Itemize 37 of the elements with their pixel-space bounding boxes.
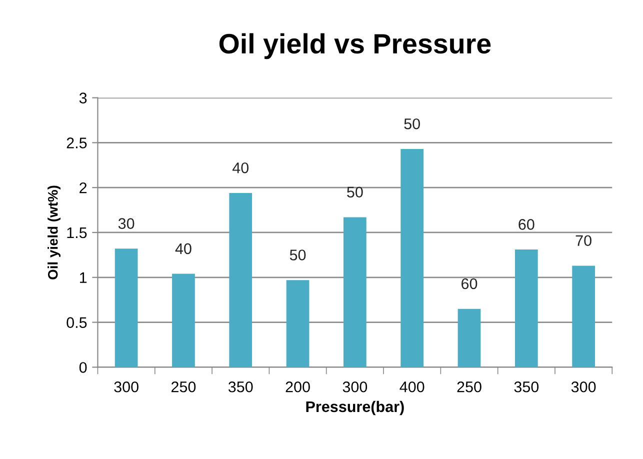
bar xyxy=(400,148,424,368)
x-tick-label: 400 xyxy=(400,381,424,392)
annotation: 70 xyxy=(576,235,592,246)
y-tick-label: 2.5 xyxy=(66,138,87,148)
bar xyxy=(344,217,366,368)
bar xyxy=(514,250,538,368)
y-tick-label: 2 xyxy=(80,182,87,194)
bar xyxy=(172,274,195,368)
annotation: 60 xyxy=(518,219,534,230)
chart-title: Oil yield vs Pressure xyxy=(219,33,491,60)
x-tick-label: 250 xyxy=(457,381,482,392)
annotation: 40 xyxy=(232,162,249,174)
annotation: 40 xyxy=(175,243,192,254)
x-tick-label: 350 xyxy=(228,381,253,392)
x-tick-label: 200 xyxy=(286,381,310,392)
bar xyxy=(458,308,481,368)
annotation: 30 xyxy=(118,218,134,229)
bar xyxy=(572,266,595,368)
x-tick-label: 250 xyxy=(171,381,196,392)
annotation: 50 xyxy=(404,118,420,130)
y-axis-title: Oil yield (wt%) xyxy=(48,186,61,280)
x-axis-title: Pressure(bar) xyxy=(306,400,404,416)
y-tick-label: 1 xyxy=(80,272,87,283)
bar xyxy=(114,248,138,368)
y-tick-label: 1.5 xyxy=(67,228,87,238)
y-tick-label: 0 xyxy=(79,362,87,373)
x-tick-label: 350 xyxy=(514,381,539,392)
annotation: 60 xyxy=(462,278,478,290)
x-tick-label: 300 xyxy=(571,381,596,392)
bar xyxy=(229,192,252,368)
y-tick-label: 0.5 xyxy=(66,317,87,328)
annotation: 50 xyxy=(290,250,306,260)
annotation: 50 xyxy=(347,186,363,198)
bar xyxy=(286,280,310,368)
x-tick-label: 300 xyxy=(114,381,138,392)
y-tick-label: 3 xyxy=(79,92,87,104)
x-tick-label: 300 xyxy=(342,381,368,392)
